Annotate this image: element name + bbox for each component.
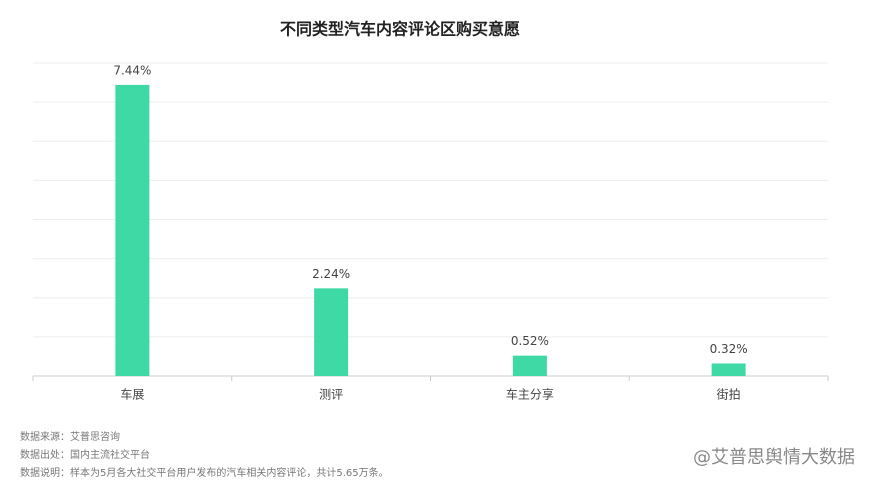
value-label: 2.24%	[312, 267, 350, 281]
bar	[115, 84, 150, 376]
value-label: 7.44%	[113, 63, 151, 77]
bar	[512, 355, 547, 376]
value-label: 0.52%	[511, 334, 549, 348]
x-tick-label: 街拍	[717, 387, 741, 402]
bar	[711, 363, 746, 376]
value-label: 0.32%	[710, 342, 748, 356]
chart-title: 不同类型汽车内容评论区购买意愿	[280, 20, 520, 39]
x-tick-label: 车主分享	[506, 387, 554, 402]
note: 数据来源：艾普思咨询	[20, 430, 120, 443]
x-tick-label: 车展	[120, 387, 144, 402]
note: 数据说明：样本为5月各大社交平台用户发布的汽车相关内容评论，共计5.65万条。	[20, 466, 389, 479]
bar	[314, 288, 349, 376]
watermark: @艾普思舆情大数据	[693, 447, 855, 468]
note: 数据出处：国内主流社交平台	[20, 448, 150, 461]
x-tick-label: 测评	[319, 388, 343, 402]
